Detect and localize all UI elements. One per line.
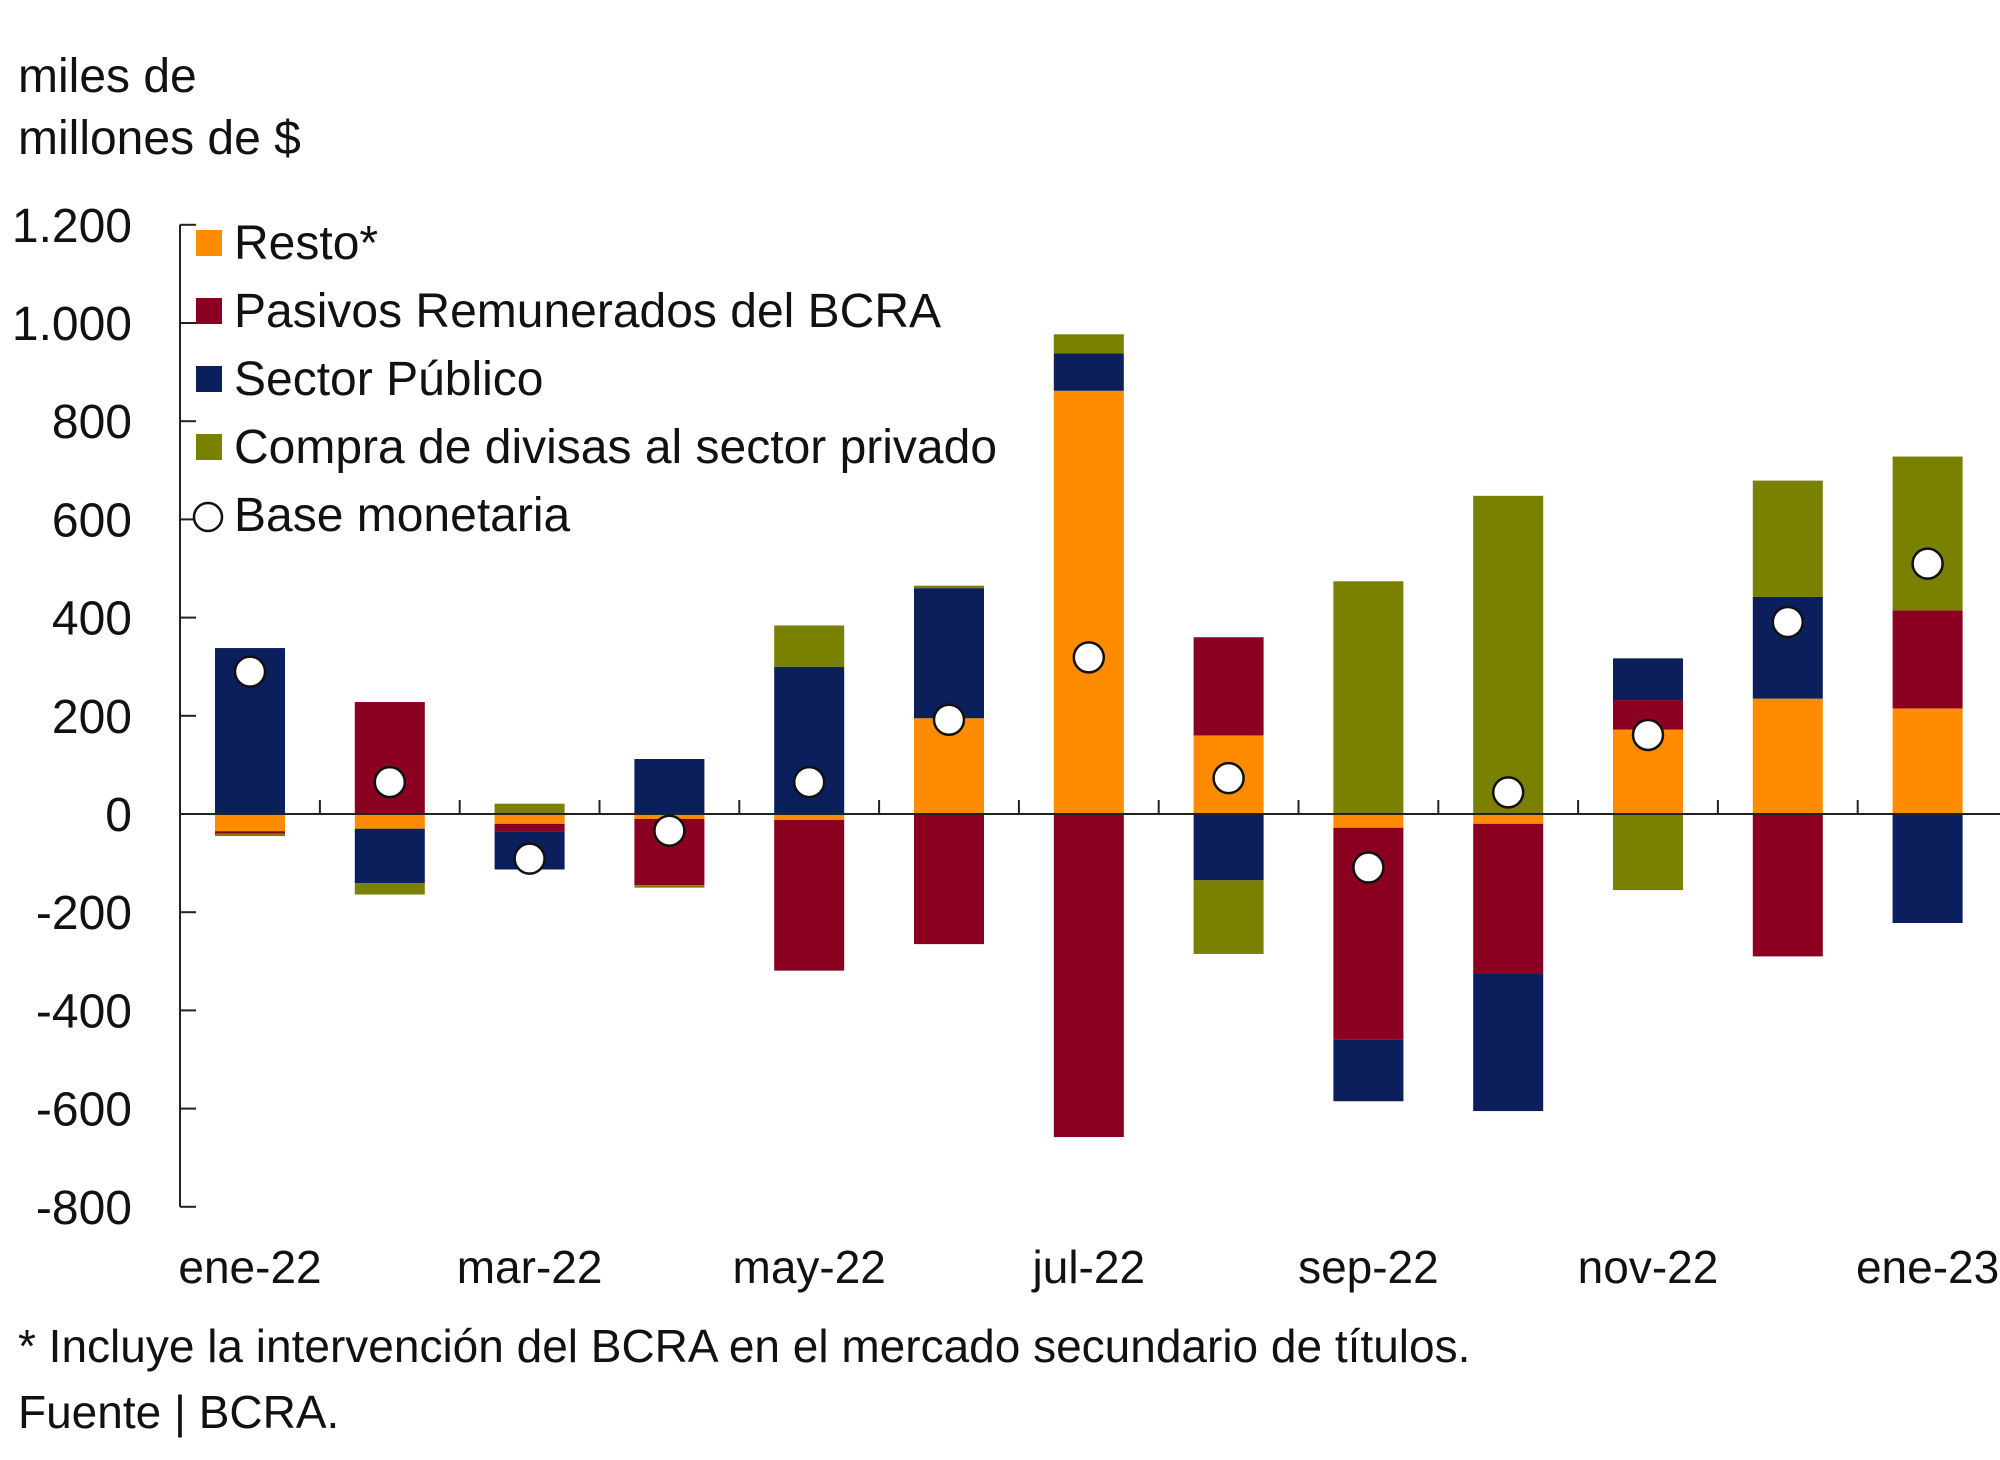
y-tick-label: 1.000 bbox=[12, 298, 132, 351]
base-monetaria-marker-oct-22 bbox=[1491, 776, 1525, 809]
base-monetaria-marker-ago-22 bbox=[1212, 761, 1245, 795]
bar-compra-de-divisas-al-sector-privado-jun-22 bbox=[914, 585, 984, 589]
y-tick-label: 800 bbox=[52, 396, 132, 449]
legend: Resto* Pasivos Remunerados del BCRA Sector… bbox=[192, 217, 997, 542]
bar-sector-p-blico-abr-22 bbox=[634, 759, 705, 814]
x-tick-label: nov-22 bbox=[1578, 1241, 1719, 1293]
bar-compra-de-divisas-al-sector-privado-mar-22 bbox=[494, 803, 565, 814]
x-tick-label: may-22 bbox=[733, 1241, 886, 1293]
markers bbox=[233, 547, 1944, 884]
source: Fuente | BCRA. bbox=[18, 1386, 339, 1438]
y-tick-label: 600 bbox=[52, 494, 132, 547]
base-monetaria-marker-may-22 bbox=[792, 765, 826, 799]
base-monetaria-marker-mar-22 bbox=[513, 842, 546, 875]
base-monetaria-marker-abr-22 bbox=[653, 814, 686, 847]
legend-swatch bbox=[196, 366, 222, 392]
footnote: * Incluye la intervención del BCRA en el… bbox=[18, 1320, 1470, 1372]
bar-resto--dic-22 bbox=[1752, 698, 1823, 814]
bar-resto--may-22 bbox=[774, 814, 845, 820]
y-tick-label: -200 bbox=[36, 887, 132, 940]
bar-pasivos-remunerados-del-bcra-mar-22 bbox=[494, 823, 565, 832]
legend-label: Pasivos Remunerados del BCRA bbox=[234, 285, 941, 338]
bar-resto--mar-22 bbox=[494, 814, 565, 824]
base-monetaria-marker-jun-22 bbox=[932, 703, 966, 736]
x-tick-label: sep-22 bbox=[1298, 1241, 1439, 1293]
bar-sector-p-blico-feb-22 bbox=[354, 828, 425, 884]
bar-sector-p-blico-jun-22 bbox=[914, 588, 984, 719]
bar-pasivos-remunerados-del-bcra-ene-22 bbox=[215, 831, 285, 834]
bar-sector-p-blico-ago-22 bbox=[1193, 814, 1264, 881]
bar-compra-de-divisas-al-sector-privado-may-22 bbox=[774, 625, 845, 667]
legend-marker-icon bbox=[192, 501, 224, 533]
base-monetaria-marker-ene-22 bbox=[233, 655, 267, 688]
bar-resto--feb-22 bbox=[354, 814, 425, 829]
bar-resto--jul-22 bbox=[1053, 390, 1124, 814]
bar-pasivos-remunerados-del-bcra-may-22 bbox=[774, 819, 845, 971]
x-tick-label: jul-22 bbox=[1031, 1241, 1146, 1293]
bar-pasivos-remunerados-del-bcra-dic-22 bbox=[1752, 814, 1823, 957]
y-axis-label-line1: miles de bbox=[18, 50, 197, 103]
bar-compra-de-divisas-al-sector-privado-dic-22 bbox=[1752, 480, 1823, 597]
bar-resto--sep-22 bbox=[1333, 814, 1404, 828]
bar-compra-de-divisas-al-sector-privado-ene-23 bbox=[1892, 456, 1963, 611]
y-tick-label: -400 bbox=[36, 985, 132, 1038]
base-monetaria-marker-feb-22 bbox=[373, 765, 407, 799]
bar-pasivos-remunerados-del-bcra-ago-22 bbox=[1193, 637, 1264, 736]
bar-pasivos-remunerados-del-bcra-ene-23 bbox=[1892, 610, 1963, 709]
y-tick-label: 1.200 bbox=[12, 200, 132, 253]
bar-compra-de-divisas-al-sector-privado-ago-22 bbox=[1193, 880, 1264, 954]
x-tick-label: mar-22 bbox=[457, 1241, 603, 1293]
legend-label: Base monetaria bbox=[234, 489, 570, 542]
bar-compra-de-divisas-al-sector-privado-sep-22 bbox=[1333, 581, 1404, 814]
legend-swatch bbox=[196, 230, 222, 256]
bar-compra-de-divisas-al-sector-privado-abr-22 bbox=[634, 885, 705, 888]
y-tick-label: 200 bbox=[52, 691, 132, 744]
bar-pasivos-remunerados-del-bcra-jun-22 bbox=[914, 814, 984, 945]
base-monetaria-marker-nov-22 bbox=[1631, 718, 1665, 752]
bar-resto--ene-22 bbox=[215, 814, 285, 832]
bar-sector-p-blico-sep-22 bbox=[1333, 1039, 1404, 1102]
base-monetaria-marker-jul-22 bbox=[1072, 641, 1106, 674]
bar-sector-p-blico-nov-22 bbox=[1613, 658, 1683, 701]
bar-compra-de-divisas-al-sector-privado-feb-22 bbox=[354, 883, 425, 895]
legend-swatch bbox=[196, 434, 222, 460]
x-tick-label: ene-23 bbox=[1856, 1241, 1999, 1293]
bar-compra-de-divisas-al-sector-privado-nov-22 bbox=[1613, 814, 1683, 891]
bars bbox=[215, 334, 1963, 1138]
base-monetaria-marker-sep-22 bbox=[1352, 851, 1385, 884]
y-tick-label: -600 bbox=[36, 1084, 132, 1137]
y-tick-label: -800 bbox=[36, 1182, 132, 1235]
legend-label: Compra de divisas al sector privado bbox=[234, 421, 997, 474]
bar-compra-de-divisas-al-sector-privado-jul-22 bbox=[1053, 334, 1124, 354]
base-monetaria-marker-ene-23 bbox=[1911, 547, 1944, 580]
y-tick-label: 400 bbox=[52, 593, 132, 646]
bar-resto--ene-23 bbox=[1892, 708, 1963, 814]
x-tick-label: ene-22 bbox=[178, 1241, 321, 1293]
axes: -800 -600 -400 -200 0 200 400 600 800 1.000 1.200 e… bbox=[12, 200, 2000, 1293]
base-monetaria-marker-dic-22 bbox=[1771, 605, 1805, 639]
y-tick-label: 0 bbox=[105, 789, 132, 842]
bar-compra-de-divisas-al-sector-privado-oct-22 bbox=[1473, 495, 1544, 814]
bar-compra-de-divisas-al-sector-privado-ene-22 bbox=[215, 833, 285, 837]
y-axis-label-line2: millones de $ bbox=[18, 112, 301, 165]
bar-pasivos-remunerados-del-bcra-oct-22 bbox=[1473, 823, 1544, 974]
bar-sector-p-blico-jul-22 bbox=[1053, 353, 1124, 391]
bar-pasivos-remunerados-del-bcra-jul-22 bbox=[1053, 814, 1124, 1138]
bar-sector-p-blico-oct-22 bbox=[1473, 973, 1544, 1112]
legend-label: Resto* bbox=[234, 217, 378, 270]
bar-sector-p-blico-ene-23 bbox=[1892, 814, 1963, 924]
bar-resto--oct-22 bbox=[1473, 814, 1544, 824]
legend-label: Sector Público bbox=[234, 353, 544, 406]
legend-swatch bbox=[196, 298, 222, 324]
